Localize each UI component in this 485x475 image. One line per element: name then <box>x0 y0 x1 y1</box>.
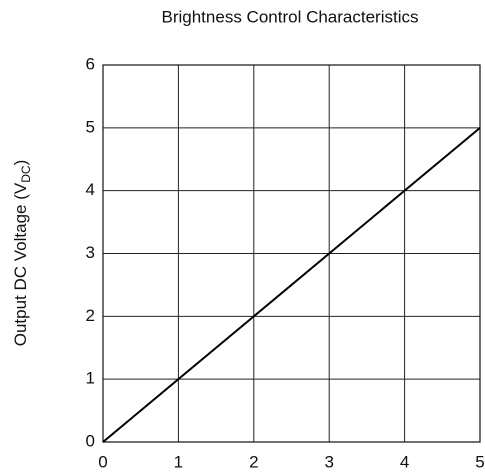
y-axis-label: Output DC Voltage (VDC) <box>11 160 33 347</box>
x-tick-label: 3 <box>324 452 333 471</box>
plot-frame <box>102 64 481 443</box>
data-line <box>102 127 481 443</box>
x-tick-label: 2 <box>249 452 258 471</box>
y-label-text: Output DC Voltage (V <box>11 182 30 346</box>
y-tick-label: 6 <box>86 54 95 73</box>
y-tick-label: 3 <box>86 243 95 262</box>
y-label-subscript: DC <box>19 165 33 183</box>
x-tick-label: 1 <box>174 452 183 471</box>
y-tick-label: 2 <box>86 306 95 325</box>
y-tick-label: 5 <box>86 117 95 136</box>
y-tick-label: 4 <box>86 180 95 199</box>
x-tick-label: 0 <box>98 452 107 471</box>
y-label-suffix: ) <box>11 160 30 166</box>
x-tick-label: 4 <box>400 452 409 471</box>
x-tick-label: 5 <box>475 452 484 471</box>
chart-title: Brightness Control Characteristics <box>162 7 419 26</box>
y-tick-label: 0 <box>86 431 95 450</box>
y-tick-label: 1 <box>86 369 95 388</box>
